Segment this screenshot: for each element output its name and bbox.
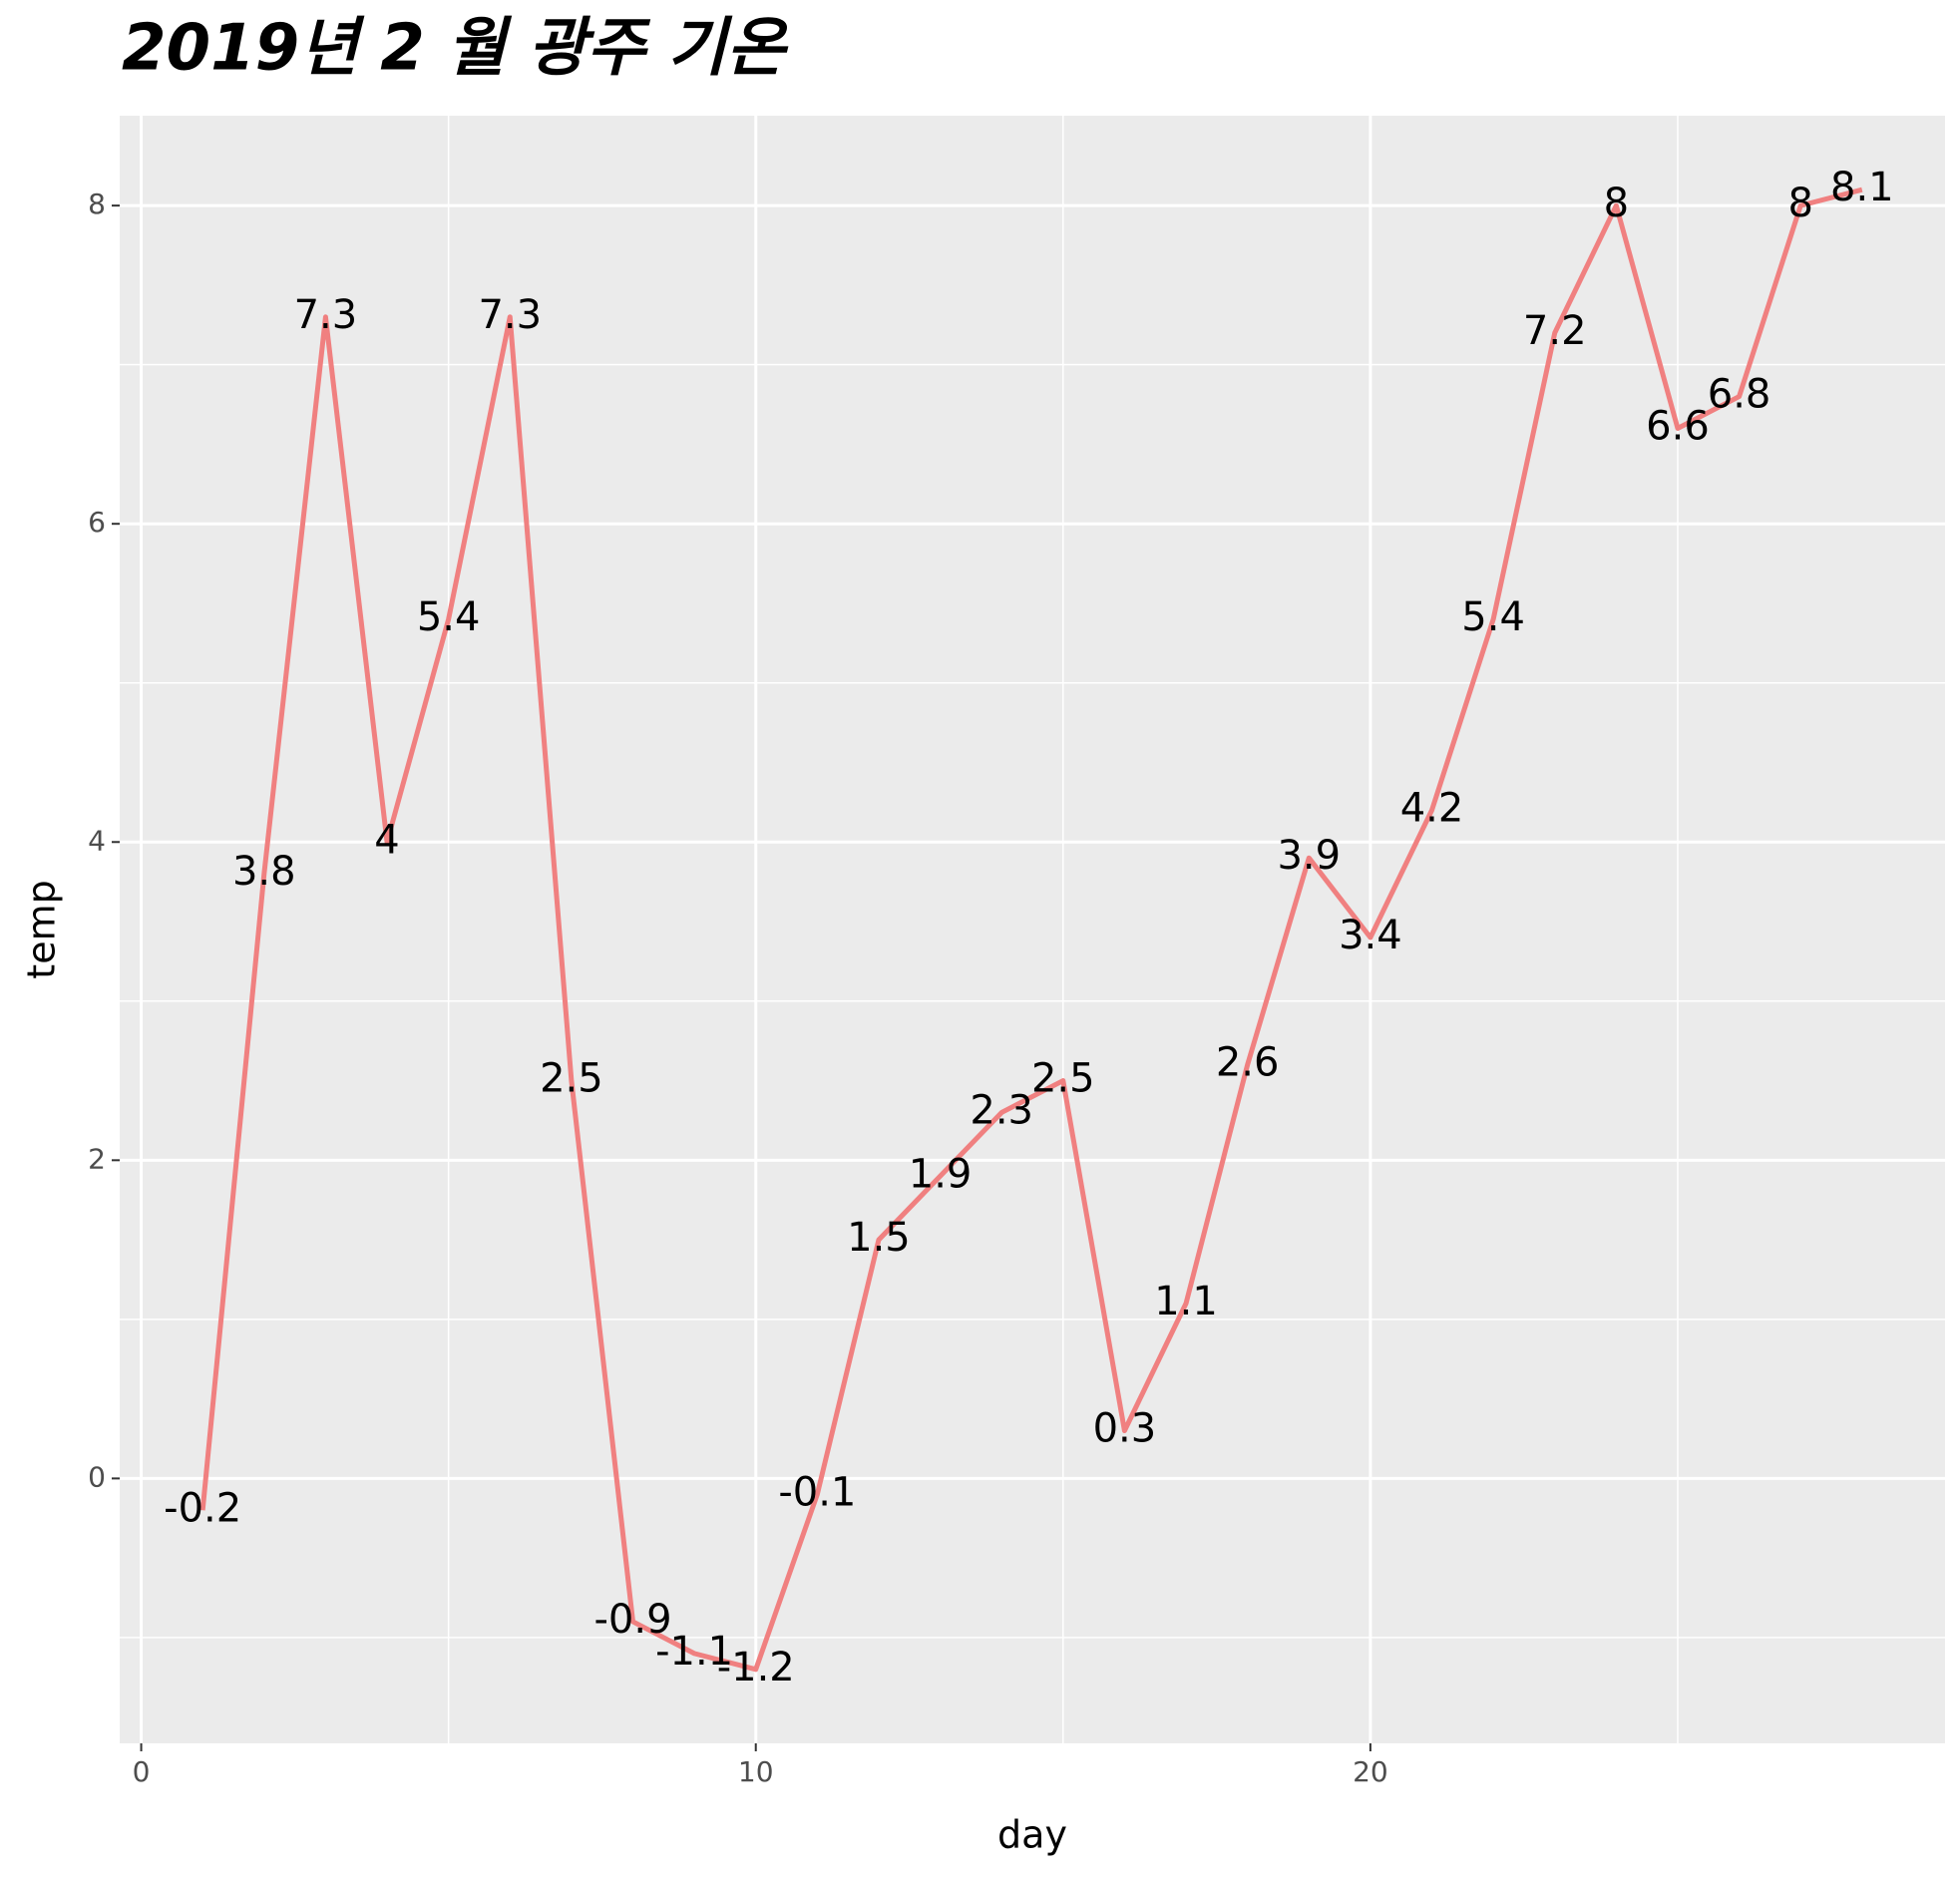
data-label: -0.2 [164,1485,241,1531]
data-label: 1.9 [909,1151,973,1197]
data-label: 2.6 [1216,1040,1280,1086]
data-label: 0.3 [1093,1406,1157,1452]
data-label: 5.4 [1461,594,1525,640]
data-label: 8 [1787,181,1812,226]
data-label: 3.8 [232,849,296,895]
data-label: -1.1 [655,1629,733,1675]
data-label: 1.5 [847,1215,911,1261]
y-tick-label: 2 [88,1142,106,1175]
data-label: 2.3 [970,1087,1033,1133]
data-label: 4 [374,817,399,863]
data-label: 6.8 [1708,372,1771,418]
data-label: 5.4 [417,594,481,640]
x-axis-title: day [997,1813,1067,1857]
data-label: -1.2 [717,1645,795,1690]
data-label: 7.3 [478,292,542,338]
data-label: 4.2 [1400,785,1464,831]
data-label: 7.2 [1523,308,1587,354]
x-tick-label: 0 [133,1755,151,1788]
data-label: 3.9 [1277,833,1341,879]
line [199,187,1863,1673]
x-tick-label: 10 [738,1755,774,1788]
y-tick-label: 4 [88,824,106,857]
x-tick-label: 20 [1353,1755,1388,1788]
y-tick-label: 8 [88,188,106,220]
y-tick-label: 6 [88,506,106,539]
data-label: 3.4 [1339,913,1402,958]
data-label: 7.3 [294,292,358,338]
data-label: -0.1 [778,1469,856,1515]
plot-panel [120,116,1945,1743]
data-label: 6.6 [1646,403,1710,449]
data-label: -0.9 [593,1597,671,1643]
y-axis-title: temp [20,880,64,978]
data-label: 2.5 [1031,1056,1095,1102]
data-label: 8 [1604,181,1629,226]
data-label: 1.1 [1154,1279,1218,1324]
chart-title: 2019년 2 월 광주 기온 [122,12,789,86]
data-label: 2.5 [540,1056,603,1102]
y-tick-label: 0 [88,1460,106,1493]
data-label: 8.1 [1830,165,1894,210]
